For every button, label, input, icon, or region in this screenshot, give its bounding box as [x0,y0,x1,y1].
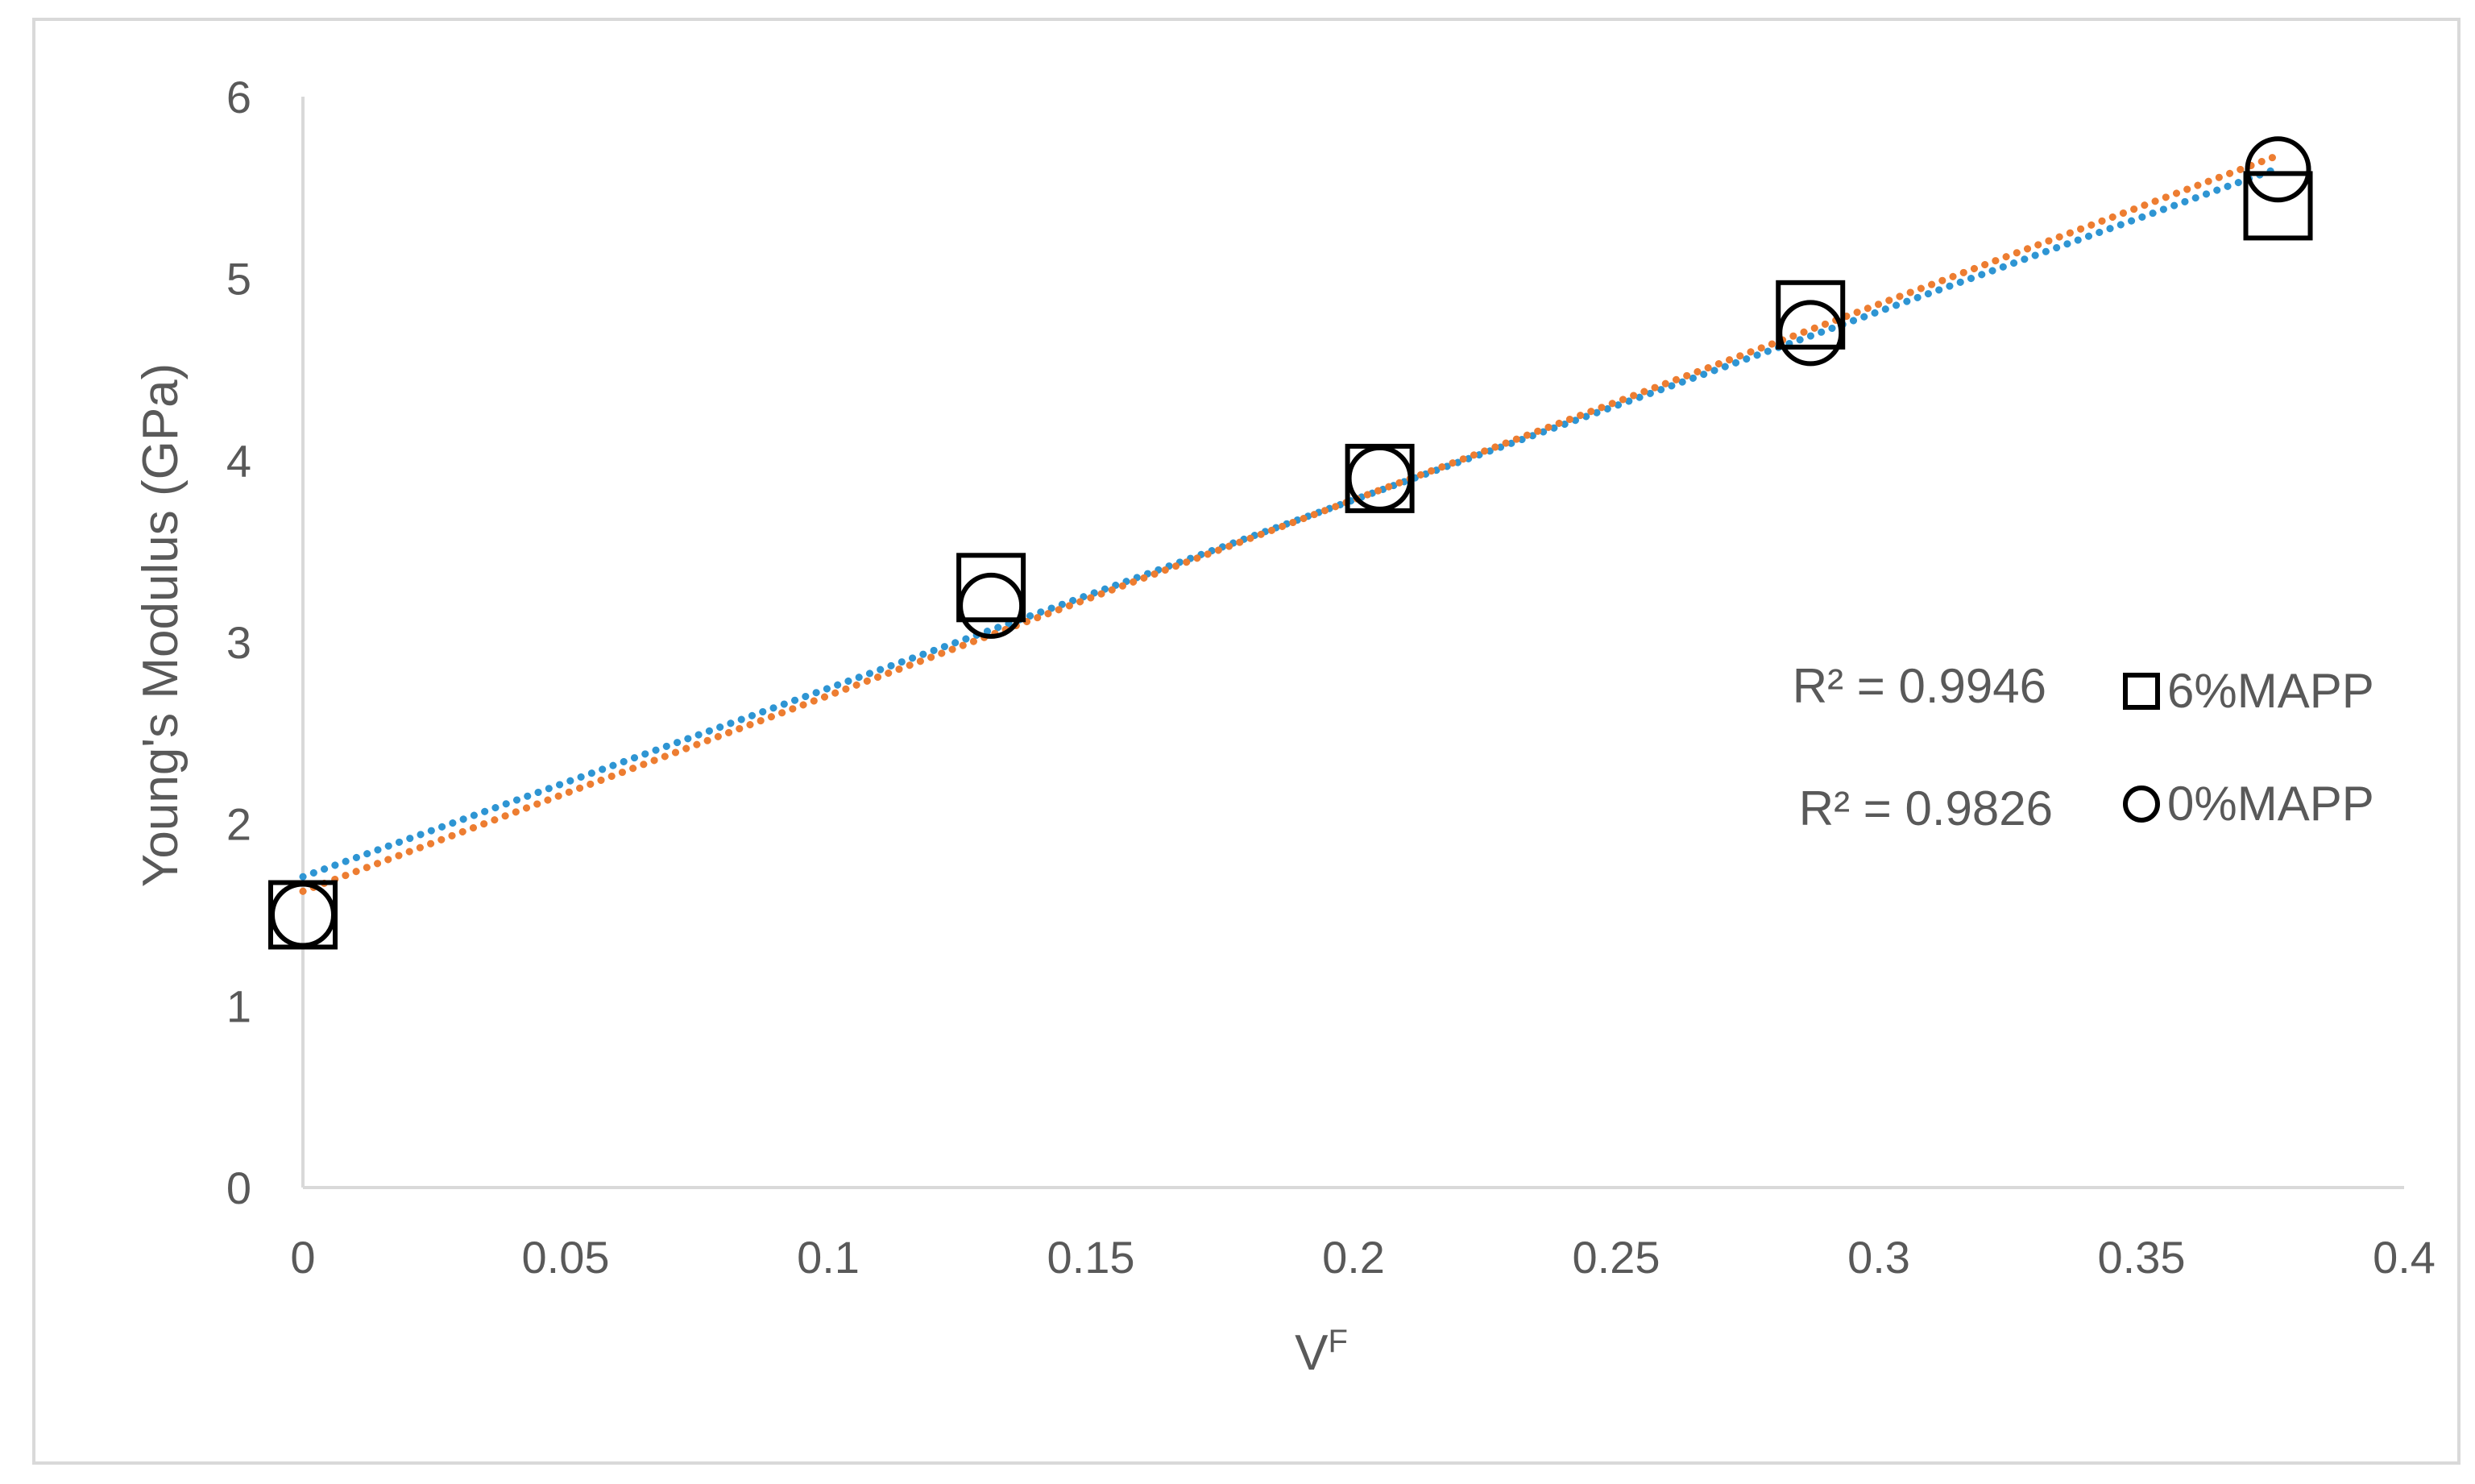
legend-marker-circle [2123,786,2160,823]
data-point-square [956,553,1026,623]
x-tick-label: 0.15 [1047,1232,1135,1283]
data-point-circle [270,881,336,948]
x-axis-title: VF [1295,1324,1348,1381]
y-tick-label: 0 [226,1163,251,1213]
trendline-0-mapp [299,151,2282,895]
x-tick-label: 0 [290,1232,315,1283]
r2-label-6-mapp: R² = 0.9946 [1793,659,2046,713]
r2-label-0-mapp: R² = 0.9826 [1799,781,2053,835]
data-markers [268,136,2313,950]
x-tick-label: 0.35 [2098,1232,2186,1283]
legend-label-0-mapp: 0%MAPP [2167,777,2374,831]
x-tick-labels: 0 0.05 0.1 0.15 0.2 0.25 0.3 0.35 0.4 [290,1232,2436,1283]
x-tick-label: 0.4 [2373,1232,2436,1283]
x-tick-label: 0.25 [1573,1232,1660,1283]
y-tick-labels: 0 1 2 3 4 5 6 [226,72,251,1213]
data-point-circle [1777,300,1844,367]
y-tick-label: 1 [226,980,251,1031]
legend: R² = 0.9946 6%MAPP R² = 0.9826 0%MAPP [1793,659,2374,835]
data-point-circle [2245,136,2311,203]
chart-frame [32,18,2460,1465]
y-tick-label: 5 [226,254,251,305]
legend-marker-square [2123,673,2160,710]
trendline-6-mapp [299,164,2282,881]
data-point-square [2243,171,2313,241]
x-axis-title-main: V [1295,1325,1329,1381]
y-axis-title: Young's Modulus (GPa) [133,363,189,888]
data-point-circle [1346,445,1413,512]
y-tick-label: 2 [226,799,251,850]
data-point-square [1776,280,1846,350]
data-point-circle [958,572,1025,639]
y-tick-label: 3 [226,617,251,668]
x-axis-title-superscript: F [1328,1324,1347,1359]
trendlines [299,151,2282,895]
x-tick-label: 0.2 [1322,1232,1385,1283]
x-tick-label: 0.05 [522,1232,610,1283]
y-tick-label: 6 [226,72,251,122]
axes [301,97,2404,1189]
x-tick-label: 0.3 [1847,1232,1910,1283]
x-tick-label: 0.1 [797,1232,860,1283]
legend-label-6-mapp: 6%MAPP [2167,664,2374,718]
y-tick-label: 4 [226,435,251,486]
